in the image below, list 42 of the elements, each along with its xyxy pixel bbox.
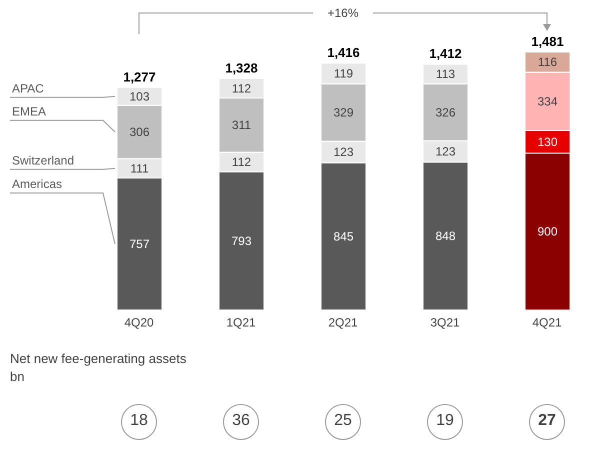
- text: bn: [10, 368, 26, 386]
- data-label: 306: [129, 125, 150, 140]
- data-label: 334: [537, 94, 558, 108]
- data-label: 326: [435, 105, 456, 120]
- data-label: 112: [232, 81, 252, 96]
- x-tick-label: 3Q21: [430, 316, 460, 330]
- data-label: 123: [333, 144, 354, 159]
- data-label: 123: [435, 144, 456, 158]
- data-label: 757: [129, 237, 150, 252]
- data-label: 793: [231, 234, 252, 248]
- data-label: 116: [538, 55, 558, 70]
- text: APAC: [12, 81, 44, 96]
- text: 27: [537, 412, 557, 430]
- x-tick-label: 4Q20: [124, 316, 154, 330]
- data-label: 311: [232, 118, 252, 132]
- total-label: 1,277: [123, 69, 156, 84]
- text: 36: [231, 412, 251, 430]
- x-tick-label: 1Q21: [226, 316, 256, 330]
- x-tick-label: 2Q21: [328, 316, 358, 330]
- text: EMEA: [12, 104, 46, 118]
- text: 19: [435, 412, 455, 430]
- total-label: 1,328: [225, 60, 258, 76]
- total-label: 1,416: [327, 45, 360, 60]
- text: 25: [333, 412, 353, 430]
- text: Switzerland: [12, 153, 74, 168]
- text: Americas: [12, 177, 62, 192]
- text: +16%: [327, 6, 359, 20]
- data-label: 119: [334, 66, 354, 81]
- x-tick-label: 4Q21: [532, 316, 562, 330]
- data-label: 848: [435, 229, 456, 244]
- data-label: 113: [436, 67, 456, 82]
- total-label: 1,412: [429, 46, 462, 62]
- data-label: 900: [537, 224, 558, 239]
- data-label: 845: [333, 229, 354, 244]
- total-label: 1,481: [531, 34, 564, 49]
- data-label: 111: [130, 161, 149, 176]
- data-label: 130: [537, 134, 558, 149]
- data-label: 112: [232, 155, 252, 169]
- text: 18: [129, 412, 149, 430]
- text: Net new fee-generating assets: [10, 350, 186, 368]
- data-label: 329: [333, 106, 354, 120]
- data-label: 103: [129, 89, 150, 104]
